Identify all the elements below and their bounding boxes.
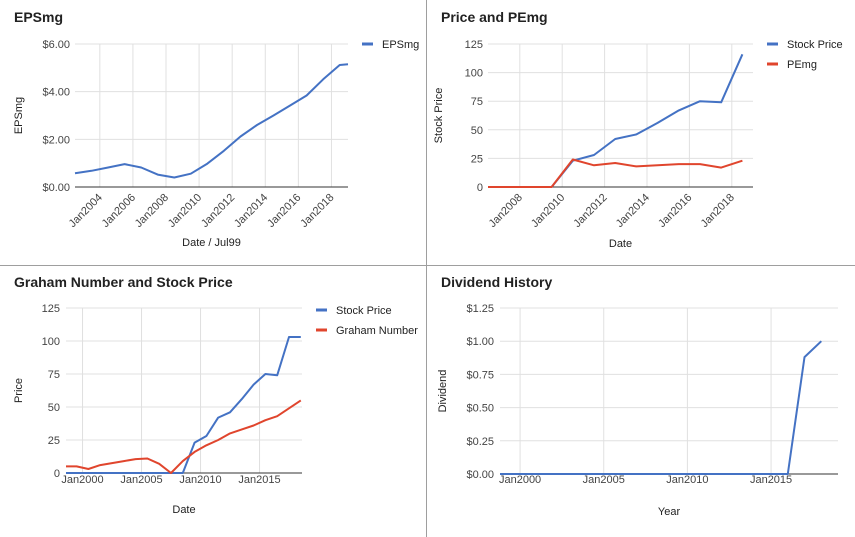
epsmg-chart-title: EPSmg: [14, 9, 63, 25]
price-pemg-chart-title: Price and PEmg: [441, 9, 548, 25]
epsmg-x-tick-label: Jan2014: [232, 192, 270, 230]
price-pemg-x-axis-label: Date: [609, 238, 632, 250]
graham-legend-label-graham-number: Graham Number: [336, 325, 418, 337]
epsmg-y-tick-label: $2.00: [42, 134, 70, 146]
graham-y-tick-label: 0: [54, 468, 60, 480]
price-pemg-x-tick-label: Jan2008: [487, 192, 525, 230]
epsmg-y-tick-label: $6.00: [42, 39, 70, 51]
graham-graham-number-line: [66, 399, 302, 474]
price-pemg-stock-price-line: [488, 53, 744, 188]
price-pemg-y-tick-label: 100: [465, 68, 483, 80]
graham-y-tick-label: 25: [48, 435, 60, 447]
dividend-x-tick-label: Jan2015: [750, 474, 792, 486]
epsmg-legend-label-epsmg: EPSmg: [382, 39, 419, 51]
epsmg-chart-svg: EPSmg$0.00$2.00$4.00$6.00Jan2004Jan2006J…: [13, 9, 419, 249]
epsmg-epsmg-line: [74, 63, 349, 179]
price-pemg-y-tick-label: 0: [477, 182, 483, 194]
price-pemg-legend-label-pemg: PEmg: [787, 59, 817, 71]
dividend-y-tick-label: $0.00: [466, 469, 494, 481]
epsmg-x-tick-label: Jan2016: [265, 192, 303, 230]
price-pemg-x-tick-label: Jan2014: [614, 192, 652, 230]
dividend-y-tick-label: $1.25: [466, 303, 494, 315]
dividend-y-tick-label: $0.50: [466, 403, 494, 415]
epsmg-x-axis-label: Date / Jul99: [182, 237, 241, 249]
dividend-x-tick-label: Jan2005: [583, 474, 625, 486]
graham-x-axis-label: Date: [172, 504, 195, 516]
epsmg-y-tick-label: $0.00: [42, 182, 70, 194]
epsmg-x-tick-label: Jan2018: [298, 192, 336, 230]
price-pemg-y-tick-label: 25: [471, 153, 483, 165]
dividend-y-tick-label: $0.25: [466, 436, 494, 448]
epsmg-x-tick-label: Jan2012: [199, 192, 237, 230]
price-pemg-y-tick-label: 50: [471, 125, 483, 137]
dividend-series-line: [500, 340, 822, 475]
graham-y-tick-label: 50: [48, 402, 60, 414]
graham-x-tick-label: Jan2010: [179, 474, 221, 486]
dividend-y-axis-label: Dividend: [437, 370, 449, 413]
graham-number-chart-panel: Graham Number and Stock Price 0 25 50 75 100 1…: [0, 266, 427, 537]
epsmg-chart-panel: EPSmg $0.00 $2.00 $4.00 $6.00 Jan2004 Jan2006 J…: [0, 0, 427, 266]
price-pemg-x-tick-label: Jan2010: [529, 192, 567, 230]
price-pemg-x-tick-label: Jan2016: [656, 192, 694, 230]
price-pemg-pemg-line: [488, 158, 743, 188]
dividend-y-tick-label: $1.00: [466, 336, 494, 348]
price-pemg-y-axis-label: Stock Price: [433, 88, 445, 144]
price-pemg-x-tick-label: Jan2018: [699, 192, 737, 230]
price-pemg-x-tick-label: Jan2012: [571, 192, 609, 230]
epsmg-y-axis-label: EPSmg: [13, 97, 25, 134]
price-pemg-chart-panel: Price and PEmg 0 25 50 75 100 125 Jan2008 Jan201…: [427, 0, 855, 266]
dividend-chart-svg: Dividend History $0.00 $0.25 $0.50 $0.75 $1.0…: [437, 274, 838, 518]
dividend-x-axis-label: Year: [658, 506, 681, 518]
dividend-history-chart-panel: Dividend History $0.00 $0.25 $0.50 $0.75 $1.0…: [427, 266, 855, 537]
graham-y-tick-label: 75: [48, 369, 60, 381]
epsmg-y-tick-label: $4.00: [42, 87, 70, 99]
dividend-x-tick-label: Jan2010: [666, 474, 708, 486]
epsmg-x-tick-label: Jan2004: [67, 192, 105, 230]
price-pemg-y-tick-label: 125: [465, 39, 483, 51]
graham-y-tick-label: 100: [42, 336, 60, 348]
graham-chart-title: Graham Number and Stock Price: [14, 274, 233, 290]
price-pemg-legend-label-stock-price: Stock Price: [787, 39, 843, 51]
graham-y-axis-label: Price: [13, 378, 25, 403]
graham-stock-price-line: [66, 336, 301, 474]
epsmg-x-tick-label: Jan2010: [166, 192, 204, 230]
graham-x-tick-label: Jan2005: [120, 474, 162, 486]
graham-chart-svg: Graham Number and Stock Price 0 25 50 75 100 1…: [13, 274, 418, 516]
dividend-x-tick-label: Jan2000: [499, 474, 541, 486]
graham-y-tick-label: 125: [42, 303, 60, 315]
graham-legend-label-stock-price: Stock Price: [336, 305, 392, 317]
graham-x-tick-label: Jan2000: [61, 474, 103, 486]
epsmg-x-tick-label: Jan2006: [100, 192, 138, 230]
epsmg-x-tick-label: Jan2008: [133, 192, 171, 230]
graham-x-tick-label: Jan2015: [238, 474, 280, 486]
dividend-y-tick-label: $0.75: [466, 369, 494, 381]
price-pemg-y-tick-label: 75: [471, 96, 483, 108]
dividend-chart-title: Dividend History: [441, 274, 552, 290]
